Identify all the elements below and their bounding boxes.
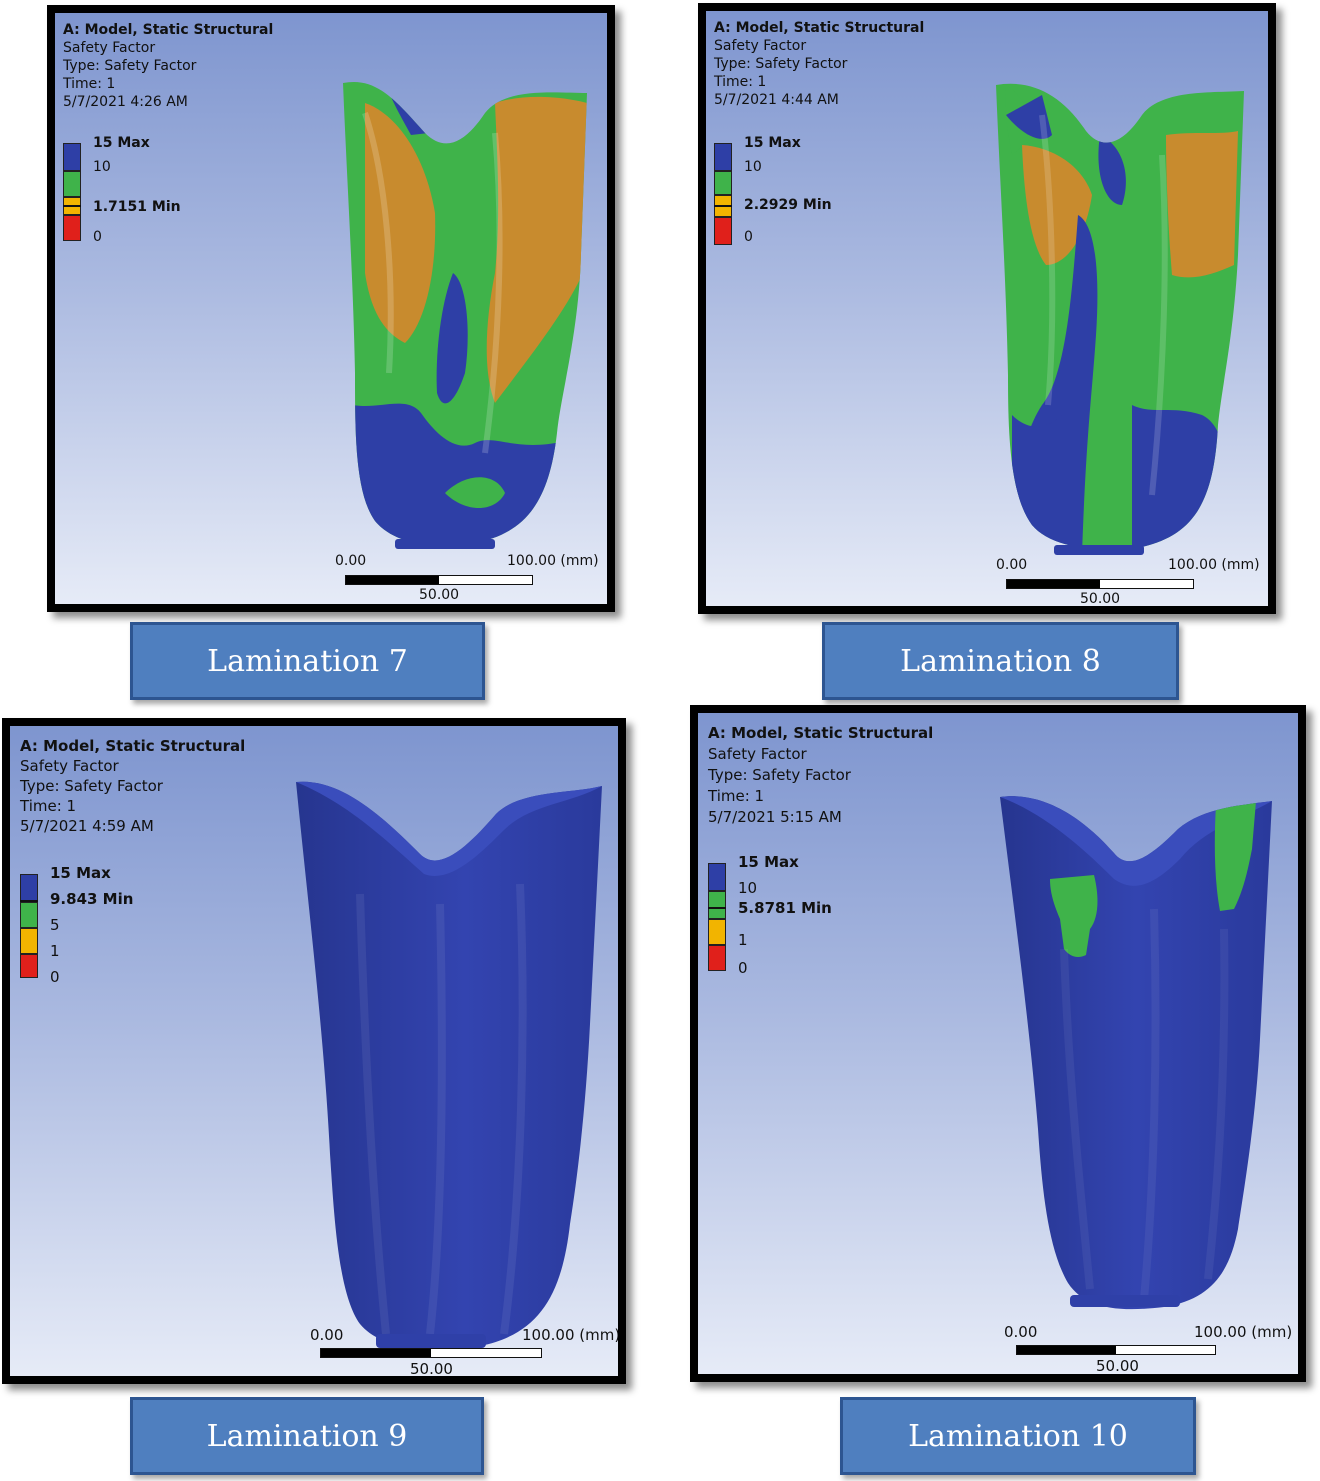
scale-start-label: 0.00 bbox=[335, 553, 367, 569]
legend-label: 1 bbox=[50, 942, 60, 960]
scale-mid-label: 50.00 bbox=[1080, 591, 1121, 607]
result-info: A: Model, Static Structural Safety Facto… bbox=[708, 723, 933, 828]
legend-label: 0 bbox=[50, 968, 60, 986]
result-panel-lamination-9: A: Model, Static Structural Safety Facto… bbox=[2, 718, 626, 1384]
socket-model[interactable] bbox=[982, 75, 1252, 559]
result-name: Safety Factor bbox=[20, 757, 119, 775]
min-marker bbox=[714, 205, 732, 207]
legend-min-label: 5.8781 Min bbox=[738, 899, 832, 917]
scale-end-label: 100.00 (mm) bbox=[1168, 557, 1260, 573]
result-time: Time: 1 bbox=[708, 787, 765, 805]
legend-swatch-green bbox=[714, 171, 732, 195]
scale-end-label: 100.00 (mm) bbox=[1194, 1323, 1293, 1341]
result-info: A: Model, Static Structural Safety Facto… bbox=[63, 21, 273, 111]
legend-swatch-red bbox=[714, 217, 732, 245]
scale-bar-graphic bbox=[1016, 1345, 1216, 1355]
legend-swatch-yellow bbox=[708, 919, 726, 945]
scale-bar: 0.00 100.00 (mm) 50.00 bbox=[1004, 1323, 1298, 1375]
result-panel-lamination-8: A: Model, Static Structural Safety Facto… bbox=[698, 3, 1276, 614]
scale-bar: 0.00 100.00 (mm) 50.00 bbox=[335, 553, 607, 604]
result-date: 5/7/2021 5:15 AM bbox=[708, 808, 842, 826]
caption-lamination-10: Lamination 10 bbox=[840, 1397, 1196, 1475]
scale-start-label: 0.00 bbox=[1004, 1323, 1038, 1341]
legend-swatch-red bbox=[708, 945, 726, 971]
model-title: A: Model, Static Structural bbox=[708, 724, 934, 742]
legend-swatch-yellow bbox=[20, 928, 38, 954]
result-name: Safety Factor bbox=[708, 745, 807, 763]
result-type: Type: Safety Factor bbox=[63, 58, 197, 74]
legend-label: 0 bbox=[744, 229, 753, 245]
result-name: Safety Factor bbox=[714, 38, 807, 54]
model-title: A: Model, Static Structural bbox=[63, 22, 274, 38]
scale-bar-graphic bbox=[320, 1348, 542, 1358]
socket-model[interactable] bbox=[325, 73, 595, 553]
legend-swatch-red bbox=[20, 954, 38, 978]
socket-model[interactable] bbox=[290, 774, 610, 1354]
result-time: Time: 1 bbox=[714, 74, 767, 90]
scale-mid-label: 50.00 bbox=[1096, 1357, 1139, 1375]
legend-label: 5 bbox=[50, 916, 60, 934]
result-date: 5/7/2021 4:44 AM bbox=[714, 92, 839, 108]
legend-max-label: 15 Max bbox=[93, 135, 150, 151]
socket-model[interactable] bbox=[994, 789, 1284, 1319]
legend-swatch-blue bbox=[20, 874, 38, 902]
legend-max-label: 15 Max bbox=[50, 864, 111, 882]
result-type: Type: Safety Factor bbox=[708, 766, 851, 784]
result-time: Time: 1 bbox=[63, 76, 116, 92]
result-panel-lamination-7: A: Model, Static Structural Safety Facto… bbox=[47, 5, 615, 612]
result-name: Safety Factor bbox=[63, 40, 156, 56]
min-marker bbox=[63, 205, 81, 207]
result-info: A: Model, Static Structural Safety Facto… bbox=[20, 736, 245, 836]
model-title: A: Model, Static Structural bbox=[20, 737, 246, 755]
result-time: Time: 1 bbox=[20, 797, 77, 815]
scale-mid-label: 50.00 bbox=[419, 587, 460, 603]
legend-label: 10 bbox=[738, 879, 758, 897]
legend-label: 0 bbox=[738, 959, 748, 977]
legend-swatch-blue bbox=[63, 143, 81, 171]
legend-swatch-green bbox=[20, 902, 38, 928]
scale-mid-label: 50.00 bbox=[410, 1360, 453, 1378]
scale-bar-graphic bbox=[1006, 579, 1194, 589]
scale-bar-graphic bbox=[345, 575, 533, 585]
scale-start-label: 0.00 bbox=[996, 557, 1028, 573]
legend-swatch-green bbox=[63, 171, 81, 197]
result-date: 5/7/2021 4:26 AM bbox=[63, 94, 188, 110]
scale-end-label: 100.00 (mm) bbox=[522, 1326, 621, 1344]
legend-label: 10 bbox=[744, 159, 762, 175]
legend-min-label: 2.2929 Min bbox=[744, 197, 832, 213]
legend-swatch-red bbox=[63, 215, 81, 241]
scale-start-label: 0.00 bbox=[310, 1326, 344, 1344]
legend-min-label: 1.7151 Min bbox=[93, 199, 181, 215]
min-marker bbox=[708, 907, 726, 909]
legend-min-label: 9.843 Min bbox=[50, 890, 134, 908]
result-type: Type: Safety Factor bbox=[20, 777, 163, 795]
legend-swatch-blue bbox=[714, 143, 732, 171]
model-title: A: Model, Static Structural bbox=[714, 20, 925, 36]
legend-label: 10 bbox=[93, 159, 111, 175]
legend-label: 1 bbox=[738, 931, 748, 949]
caption-lamination-7: Lamination 7 bbox=[130, 622, 485, 700]
scale-end-label: 100.00 (mm) bbox=[507, 553, 599, 569]
result-info: A: Model, Static Structural Safety Facto… bbox=[714, 19, 924, 109]
caption-lamination-9: Lamination 9 bbox=[130, 1397, 484, 1475]
scale-bar: 0.00 100.00 (mm) 50.00 bbox=[996, 557, 1268, 607]
result-type: Type: Safety Factor bbox=[714, 56, 848, 72]
legend-swatch-green bbox=[708, 891, 726, 919]
legend-swatch-blue bbox=[708, 863, 726, 891]
legend-max-label: 15 Max bbox=[738, 853, 799, 871]
caption-lamination-8: Lamination 8 bbox=[822, 622, 1179, 700]
result-panel-lamination-10: A: Model, Static Structural Safety Facto… bbox=[690, 705, 1306, 1382]
scale-bar: 0.00 100.00 (mm) 50.00 bbox=[310, 1326, 621, 1378]
min-marker bbox=[20, 900, 38, 902]
result-date: 5/7/2021 4:59 AM bbox=[20, 817, 154, 835]
legend-max-label: 15 Max bbox=[744, 135, 801, 151]
legend-label: 0 bbox=[93, 229, 102, 245]
